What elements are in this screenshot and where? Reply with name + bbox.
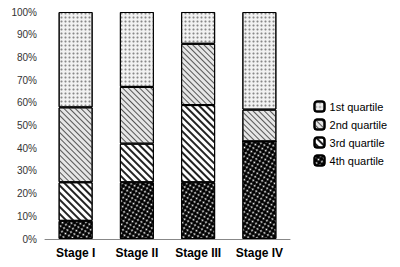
svg-text:Stage IV: Stage IV	[236, 246, 283, 260]
svg-text:100%: 100%	[11, 7, 37, 18]
svg-text:4th quartile: 4th quartile	[330, 155, 384, 167]
svg-text:Stage III: Stage III	[175, 246, 221, 260]
svg-text:70%: 70%	[17, 75, 37, 86]
svg-text:50%: 50%	[17, 120, 37, 131]
svg-text:Stage I: Stage I	[56, 246, 95, 260]
svg-text:90%: 90%	[17, 29, 37, 40]
svg-text:3rd quartile: 3rd quartile	[330, 137, 385, 149]
svg-text:30%: 30%	[17, 165, 37, 176]
svg-text:1st quartile: 1st quartile	[330, 101, 384, 113]
svg-text:40%: 40%	[17, 143, 37, 154]
svg-text:60%: 60%	[17, 97, 37, 108]
svg-text:20%: 20%	[17, 188, 37, 199]
svg-text:10%: 10%	[17, 211, 37, 222]
svg-text:0%: 0%	[23, 234, 38, 245]
svg-text:80%: 80%	[17, 52, 37, 63]
svg-text:Stage II: Stage II	[116, 246, 159, 260]
svg-text:2nd quartile: 2nd quartile	[330, 119, 388, 131]
